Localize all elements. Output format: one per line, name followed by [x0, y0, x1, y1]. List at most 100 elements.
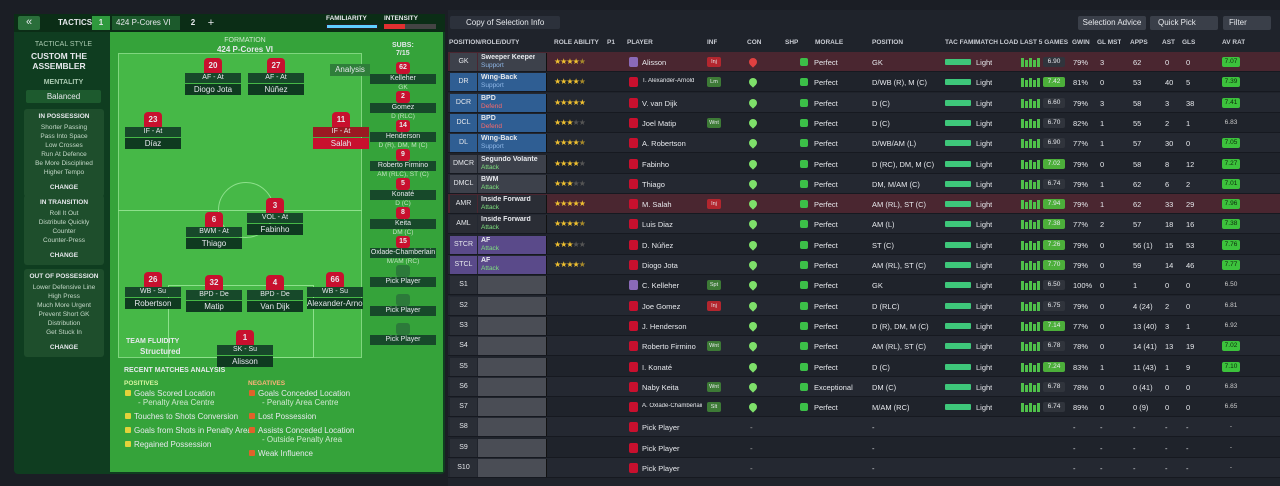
- duty: Support: [481, 62, 504, 69]
- player-name[interactable]: Joe Gomez: [642, 301, 681, 311]
- goals: 0: [1186, 382, 1191, 392]
- duty: Defend: [481, 102, 502, 110]
- analysis-button[interactable]: Analysis: [330, 64, 370, 76]
- player-name[interactable]: Diogo Jota: [185, 84, 241, 95]
- sub-name[interactable]: Pick Player: [370, 277, 436, 287]
- inf-badge: Inj: [707, 300, 721, 311]
- player-name[interactable]: Alisson: [217, 356, 273, 367]
- tactic-name[interactable]: 424 P-Cores VI: [112, 16, 180, 30]
- filter-button[interactable]: Filter: [1223, 16, 1271, 30]
- player-name[interactable]: Thiago: [642, 179, 665, 189]
- morale: Perfect: [814, 301, 838, 311]
- player-name[interactable]: Luis Diaz: [642, 220, 673, 230]
- role[interactable]: BPD: [481, 94, 496, 102]
- player-name[interactable]: Núñez: [248, 84, 304, 95]
- player-role[interactable]: SK - Su: [217, 345, 273, 355]
- player-name[interactable]: Díaz: [125, 138, 181, 149]
- role[interactable]: BPD: [481, 114, 496, 122]
- sub-name[interactable]: Roberto Firmino: [370, 161, 436, 171]
- sub-name[interactable]: Gomez: [370, 103, 436, 113]
- role[interactable]: Wing-Back: [481, 135, 518, 143]
- role[interactable]: Inside Forward: [481, 216, 531, 224]
- advice-button[interactable]: Selection Advice: [1078, 16, 1146, 30]
- player-name[interactable]: Fabinho: [247, 224, 303, 235]
- role-cell: [478, 235, 547, 254]
- player-name[interactable]: Thiago: [186, 238, 242, 249]
- role[interactable]: BWM: [481, 175, 499, 183]
- average-rating: 7.02: [1222, 341, 1240, 352]
- change-button[interactable]: CHANGE: [49, 344, 79, 351]
- role[interactable]: AF: [481, 236, 491, 244]
- apps: 58: [1133, 159, 1142, 169]
- player-role[interactable]: AF - At: [248, 73, 304, 83]
- quick-pick[interactable]: Quick Pick: [1150, 16, 1218, 30]
- player-role[interactable]: WB - Su: [307, 287, 363, 297]
- player-shirt: [629, 138, 638, 149]
- player-name[interactable]: Salah: [313, 138, 369, 149]
- player-name[interactable]: Van Dijk: [247, 301, 303, 312]
- player-name[interactable]: Alisson: [642, 58, 667, 67]
- player-name[interactable]: Naby Keita: [642, 382, 679, 392]
- average-rating: -: [1229, 464, 1233, 471]
- sub-name[interactable]: Pick Player: [370, 335, 436, 345]
- view-dropdown[interactable]: Copy of Selection Info: [450, 16, 560, 29]
- player-name[interactable]: Roberto Firmino: [642, 342, 696, 352]
- back-button[interactable]: «: [18, 16, 40, 30]
- role[interactable]: AF: [481, 257, 491, 264]
- sub-name[interactable]: Konaté: [370, 190, 436, 200]
- player-name[interactable]: Alexander-Arnold: [307, 298, 363, 309]
- player-role[interactable]: BWM - At: [186, 227, 242, 237]
- morale-icon: [800, 281, 808, 290]
- tactical-style[interactable]: CUSTOM THE ASSEMBLER: [30, 51, 88, 71]
- change-button[interactable]: CHANGE: [49, 184, 79, 191]
- sub-name[interactable]: Kelleher: [370, 74, 436, 84]
- add-tab[interactable]: +: [207, 17, 215, 29]
- player-name[interactable]: Matip: [186, 301, 242, 312]
- morale: Perfect: [814, 78, 838, 88]
- player-name[interactable]: Pick Player: [642, 443, 680, 453]
- player-name[interactable]: Pick Player: [642, 464, 680, 473]
- player-name[interactable]: T. Alexander-Arnold: [642, 78, 695, 85]
- role[interactable]: Sweeper Keeper: [481, 54, 536, 61]
- player-name[interactable]: V. van Dijk: [642, 98, 678, 108]
- player-role[interactable]: WB - Su: [125, 287, 181, 297]
- player-role[interactable]: IF - At: [125, 127, 181, 137]
- player-role[interactable]: BPD - De: [186, 290, 242, 300]
- apps: 4 (24): [1133, 301, 1153, 311]
- formation[interactable]: 424 P-Cores VI: [216, 45, 274, 54]
- role[interactable]: Inside Forward: [481, 196, 531, 204]
- tab-1[interactable]: 1: [92, 16, 110, 30]
- analysis-title[interactable]: RECENT MATCHES ANALYSIS: [124, 367, 226, 374]
- role[interactable]: Wing-Back: [481, 74, 518, 82]
- sub-name[interactable]: Oxlade-Chamberlain: [370, 248, 436, 258]
- player-name[interactable]: M. Salah: [642, 200, 672, 210]
- player-role[interactable]: BPD - De: [247, 290, 303, 300]
- player-name[interactable]: Robertson: [125, 298, 181, 309]
- player-name[interactable]: Pick Player: [642, 423, 680, 433]
- apps: 56 (1): [1133, 240, 1153, 250]
- player-name[interactable]: J. Henderson: [642, 321, 687, 331]
- player-name[interactable]: D. Núñez: [642, 240, 674, 250]
- player-name[interactable]: I. Konaté: [642, 362, 673, 372]
- player-role[interactable]: IF - At: [313, 127, 369, 137]
- player-name[interactable]: Joel Matip: [642, 118, 677, 128]
- player-name[interactable]: Fabinho: [642, 159, 670, 169]
- player-name[interactable]: Diogo Jota: [642, 261, 678, 270]
- change-button[interactable]: CHANGE: [49, 252, 79, 259]
- gl-mst: 0: [1100, 281, 1105, 291]
- player-role[interactable]: AF - At: [185, 73, 241, 83]
- player-name[interactable]: C. Kelleher: [642, 281, 680, 291]
- sub-shirt: 9: [396, 149, 410, 161]
- player-name[interactable]: A. Oxlade-Chamberlain: [642, 403, 702, 410]
- mentality[interactable]: Balanced: [26, 90, 101, 103]
- game-bar: [1029, 240, 1032, 250]
- sub-name[interactable]: Henderson: [370, 132, 436, 142]
- average-rating: -: [1229, 443, 1233, 451]
- sub-name[interactable]: Keita: [370, 219, 436, 229]
- player-name[interactable]: A. Robertson: [642, 139, 686, 149]
- sub-name[interactable]: Pick Player: [370, 306, 436, 316]
- player-role[interactable]: VOL - At: [247, 213, 303, 223]
- tab-2[interactable]: 2: [190, 18, 196, 27]
- tac-fami-bar: [945, 343, 971, 350]
- role[interactable]: Segundo Volante: [481, 155, 538, 163]
